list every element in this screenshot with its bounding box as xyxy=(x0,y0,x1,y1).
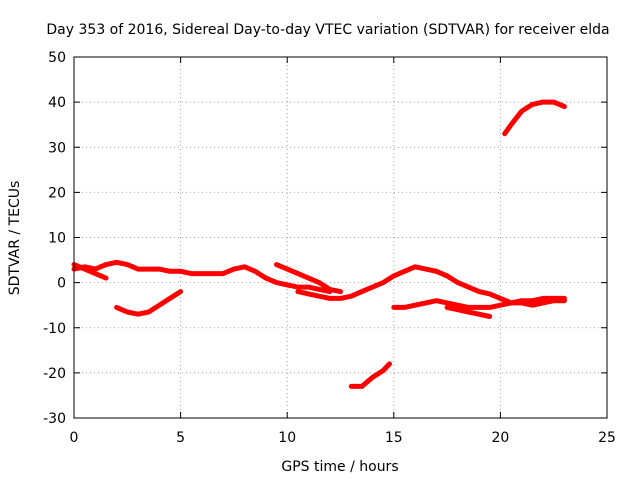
series-arc-8 xyxy=(444,304,493,319)
y-tick-label: 20 xyxy=(48,185,66,201)
x-tick-label: 15 xyxy=(385,430,403,446)
x-axis-label: GPS time / hours xyxy=(281,459,398,475)
y-tick-label: 30 xyxy=(48,140,66,156)
y-tick-label: -30 xyxy=(43,411,66,427)
y-tick-label: 10 xyxy=(48,231,66,247)
series-arc-5 xyxy=(295,264,567,306)
series-arc-4 xyxy=(274,262,343,295)
x-tick-label: 20 xyxy=(491,430,509,446)
series-arc-9 xyxy=(502,99,567,137)
y-tick-label: -10 xyxy=(43,321,66,337)
series-arc-2 xyxy=(71,262,109,281)
y-axis-label: SDTVAR / TECUs xyxy=(7,181,23,296)
series-arc-7 xyxy=(391,298,567,310)
y-tick-label: 50 xyxy=(48,50,66,66)
y-tick-label: 0 xyxy=(57,276,66,292)
series-arc-6 xyxy=(348,361,392,389)
series-layer xyxy=(71,99,567,389)
grid-lines xyxy=(74,57,607,418)
plot-frame xyxy=(73,56,608,419)
x-tick-label: 10 xyxy=(278,430,296,446)
series-arc-1 xyxy=(71,259,333,295)
axis-ticks: 0 5 10 15 20 25 -30 -20 -10 0 10 20 30 40 50 xyxy=(43,50,616,446)
y-tick-label: -20 xyxy=(43,366,66,382)
chart-title: Day 353 of 2016, Sidereal Day-to-day VTE… xyxy=(46,22,609,38)
x-tick-label: 0 xyxy=(70,430,79,446)
x-tick-label: 5 xyxy=(176,430,185,446)
x-tick-label: 25 xyxy=(598,430,616,446)
series-arc-3 xyxy=(114,289,184,317)
y-tick-label: 40 xyxy=(48,95,66,111)
